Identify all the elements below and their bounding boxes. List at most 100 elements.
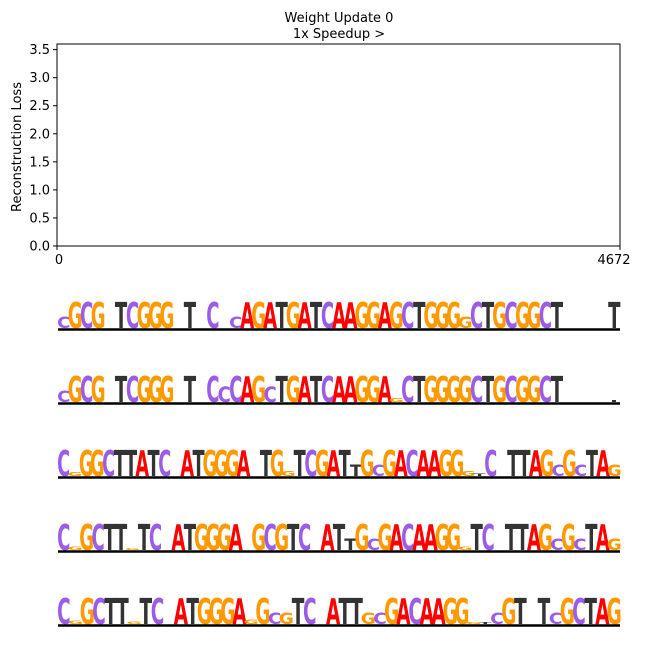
logo-letter: C bbox=[151, 591, 165, 632]
logo-letter: G bbox=[251, 517, 266, 559]
logo-letter: C bbox=[126, 369, 139, 411]
logo-letter: T bbox=[138, 517, 151, 559]
logo-letter: T bbox=[507, 443, 519, 485]
logo-letter: A bbox=[327, 443, 341, 485]
y-axis-label: Reconstruction Loss bbox=[10, 82, 25, 212]
logo-letter: G bbox=[458, 314, 473, 333]
logo-letter: A bbox=[174, 591, 188, 632]
logo-letter: A bbox=[263, 295, 277, 337]
logo-letter: T bbox=[186, 591, 199, 632]
logo-letter: T bbox=[116, 591, 129, 632]
logo-letter: C bbox=[149, 517, 162, 559]
logo-letter: T bbox=[184, 369, 197, 411]
y-tick-label: 3.5 bbox=[29, 43, 50, 58]
logo-letter: C bbox=[321, 369, 334, 411]
logo-letter: G bbox=[423, 369, 438, 411]
logo-letter: G bbox=[281, 470, 296, 478]
logo-letter: A bbox=[332, 369, 346, 411]
y-tick-label: 3.0 bbox=[29, 71, 50, 86]
logo-letter: T bbox=[473, 473, 485, 477]
logo-letter: C bbox=[304, 443, 317, 485]
logo-letter: G bbox=[160, 295, 175, 337]
logo-letter: G bbox=[80, 591, 95, 632]
logo-letter: C bbox=[504, 369, 517, 411]
logo-letter: C bbox=[367, 536, 380, 555]
logo-letter: T bbox=[339, 443, 351, 485]
logo-letter: C bbox=[484, 443, 497, 485]
logo-letter: G bbox=[458, 369, 473, 411]
logo-letter: C bbox=[102, 443, 115, 485]
logo-letter: G bbox=[560, 591, 575, 632]
logo-letter: G bbox=[137, 369, 152, 411]
logo-letter: T bbox=[275, 369, 288, 411]
chart-title: Weight Update 0 bbox=[285, 11, 394, 26]
logo-letter: C bbox=[218, 383, 231, 408]
logo-letter: T bbox=[585, 517, 598, 559]
logo-letter: G bbox=[217, 517, 232, 559]
logo-letter: A bbox=[412, 517, 426, 559]
logo-letter: T bbox=[292, 591, 305, 632]
logo-letter: G bbox=[540, 443, 555, 485]
logo-letter: C bbox=[268, 610, 282, 628]
logo-letter: T bbox=[344, 536, 357, 555]
logo-letter: C bbox=[80, 369, 93, 411]
logo-letter: G bbox=[79, 517, 94, 559]
logo-letter: A bbox=[596, 443, 610, 485]
logo-letter: G bbox=[423, 295, 438, 337]
logo-letter: T bbox=[147, 443, 159, 485]
logo-letter: T bbox=[184, 295, 197, 337]
logo-letter: C bbox=[539, 369, 552, 411]
logo-letter: G bbox=[160, 369, 175, 411]
logo-letter: A bbox=[529, 443, 543, 485]
logo-letter: T bbox=[413, 369, 426, 411]
logo-letter: A bbox=[420, 591, 434, 632]
logo-letter: T bbox=[260, 443, 272, 485]
logo-letter: T bbox=[115, 369, 128, 411]
y-tick-label: 2.0 bbox=[29, 127, 50, 142]
logo-letter: A bbox=[596, 517, 610, 559]
logo-letter: T bbox=[505, 517, 518, 559]
logo-letter: C bbox=[57, 314, 70, 333]
y-tick-label: 1.5 bbox=[29, 155, 50, 170]
logo-letter: C bbox=[401, 517, 414, 559]
logo-letter: T bbox=[608, 295, 621, 337]
logo-letter: C bbox=[206, 369, 219, 411]
logo-letter: C bbox=[57, 591, 71, 632]
logo-letter: G bbox=[148, 369, 163, 411]
logo-letter: G bbox=[91, 369, 106, 411]
logo-letter: C bbox=[549, 610, 563, 628]
logo-letter: T bbox=[479, 622, 492, 625]
logo-letter: C bbox=[504, 295, 517, 337]
logo-letter: C bbox=[298, 517, 311, 559]
logo-letter: T bbox=[184, 517, 197, 559]
y-tick-label: 0.5 bbox=[29, 211, 50, 226]
logo-letter: T bbox=[287, 517, 300, 559]
logo-letter: G bbox=[389, 398, 404, 404]
logo-letter: A bbox=[595, 591, 609, 632]
logo-letter: A bbox=[431, 591, 445, 632]
logo-letter: G bbox=[270, 443, 285, 485]
logo-letter: A bbox=[240, 295, 254, 337]
logo-letter: C bbox=[206, 295, 219, 337]
logo-letter: G bbox=[127, 621, 142, 625]
logo-letter: G bbox=[384, 591, 399, 632]
logo-letter: C bbox=[229, 369, 242, 411]
logo-letter: T bbox=[103, 517, 116, 559]
logo-letter: C bbox=[401, 295, 414, 337]
logo-letter: G bbox=[607, 591, 622, 632]
logo-letter: G bbox=[68, 369, 83, 411]
logo-letter: G bbox=[361, 610, 376, 628]
logo-letter: A bbox=[428, 443, 442, 485]
logo-letter: A bbox=[229, 517, 243, 559]
logo-letter: C bbox=[470, 369, 483, 411]
logo-letter: C bbox=[573, 536, 586, 555]
logo-letter: G bbox=[251, 369, 266, 411]
logo-letter: G bbox=[443, 591, 458, 632]
logo-letter: G bbox=[279, 610, 294, 628]
logo-letter: C bbox=[408, 591, 422, 632]
logo-letter: C bbox=[229, 314, 242, 333]
logo-letter: T bbox=[518, 443, 530, 485]
logo-letter: G bbox=[450, 443, 465, 485]
logo-letter: A bbox=[298, 369, 312, 411]
